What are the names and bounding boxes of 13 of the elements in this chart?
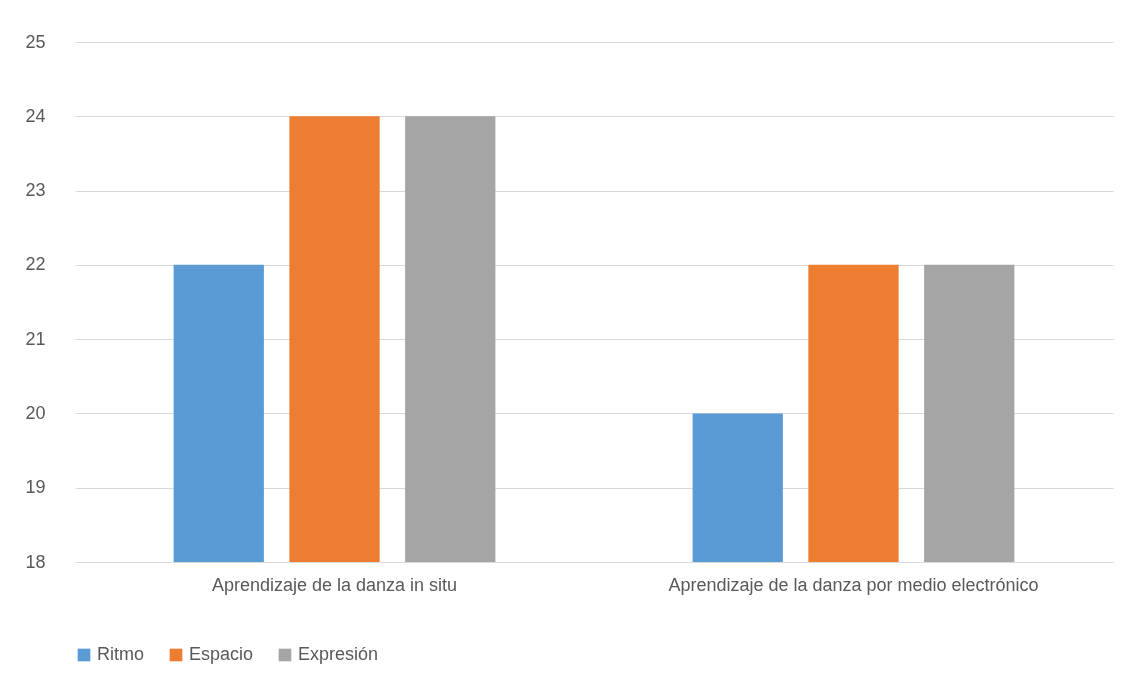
- legend-label: Ritmo: [97, 644, 145, 664]
- y-tick-label: 18: [25, 551, 46, 572]
- y-tick-label: 21: [25, 328, 46, 349]
- y-tick-label: 25: [25, 31, 46, 52]
- y-tick-label: 22: [25, 254, 46, 275]
- y-tick-label: 23: [25, 180, 46, 201]
- x-tick-label: Aprendizaje de la danza in situ: [211, 574, 458, 595]
- legend-label: Espacio: [189, 644, 254, 664]
- legend-label: Expresión: [298, 644, 379, 664]
- y-tick-label: 20: [25, 402, 46, 423]
- y-tick-label: 24: [25, 105, 46, 126]
- x-tick-label: Aprendizaje de la danza por medio electrónico: [668, 574, 1039, 595]
- y-tick-label: 19: [25, 477, 46, 498]
